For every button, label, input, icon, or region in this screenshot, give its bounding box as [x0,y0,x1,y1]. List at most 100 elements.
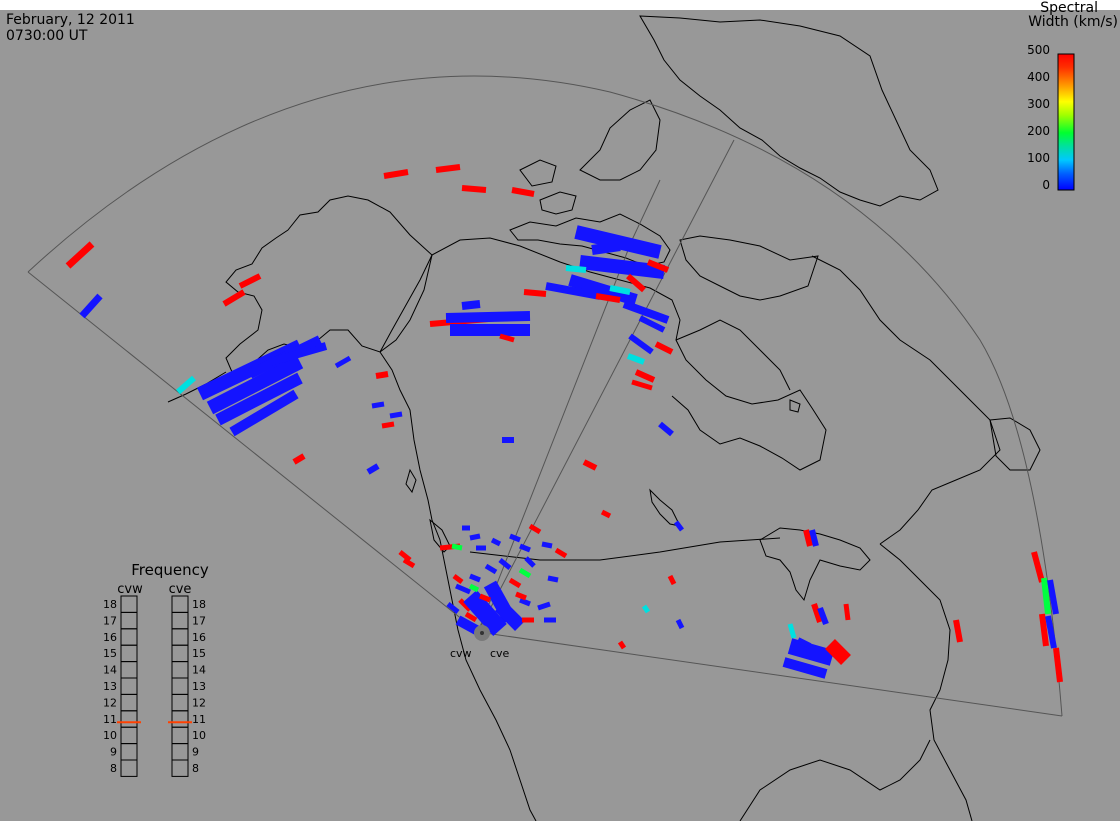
echo-cell [811,603,823,623]
echo-cell [519,543,531,553]
echo-cell [582,459,598,471]
echo-cell [519,597,531,607]
echo-cell [622,300,670,324]
colorbar-tick-200: 200 [1027,124,1050,138]
frequency-level-left: 18 [103,598,117,611]
echo-cell [1041,577,1051,615]
coastline-haida-gwaii [405,468,417,494]
echo-cell [568,274,638,306]
echo-cell [458,598,472,612]
radar-echoes [65,164,1063,683]
frequency-panel: Frequency cvw cve 18 18 17 17 16 16 15 15 14 14 13… [103,561,209,777]
echo-cell [509,533,521,543]
frequency-level-right: 14 [192,664,206,677]
echo-cell [528,523,542,535]
radar-label-east: cve [490,647,510,660]
frequency-level-left: 12 [103,696,117,709]
echo-cell [595,293,621,303]
coastline-arctic-islands [509,213,671,267]
frequency-level-right: 10 [192,729,206,742]
frequency-cell-cvw [120,759,138,777]
echo-cell [796,637,812,649]
map-background [0,10,1120,821]
echo-cell [843,603,851,621]
echo-cell [1045,615,1057,649]
echo-cell [626,273,646,293]
echo-cell [508,577,522,589]
echo-cell [452,574,464,584]
echo-cell [565,265,587,273]
echo-cell [547,575,559,583]
echo-cell [495,601,525,631]
frequency-cell-cve [171,759,189,777]
echo-cell [782,657,828,679]
echo-cell [451,543,463,551]
fov-outer-arc [27,75,1063,717]
echo-cell [809,529,819,547]
coastline-victoria-island [539,191,577,215]
frequency-level-left: 17 [103,614,117,627]
echo-cell [298,339,320,353]
echo-cell [641,604,651,614]
echo-cell [461,185,487,193]
echo-cell [268,342,328,366]
frequency-level-left: 15 [103,647,117,660]
echo-cell [383,169,409,179]
colorbar-gradient [1057,53,1075,191]
fov-left-edge [27,271,479,633]
colorbar-tick-100: 100 [1027,151,1050,165]
frequency-right-label: cve [169,582,192,597]
echo-cell [464,611,478,623]
coastline-us-east [879,543,973,822]
echo-cell [518,567,532,579]
echo-cell [484,563,498,575]
frequency-level-right: 16 [192,631,206,644]
colorbar-title-line1: Spectral [1040,0,1098,16]
border-alaska-canada [379,254,433,353]
colorbar: Spectral Width (km/s) 500 400 300 200 10… [1027,0,1118,192]
frequency-level-left: 9 [110,746,117,759]
echo-cell [953,619,963,643]
time-label: 0730:00 UT [6,28,88,44]
frequency-level-right: 9 [192,746,199,759]
colorbar-tick-500: 500 [1027,43,1050,57]
echo-cell [461,300,481,310]
frequency-level-left: 14 [103,664,117,677]
echo-cell [787,623,797,639]
echo-cell [638,315,666,333]
frequency-level-right: 11 [192,713,206,726]
echo-cell [222,289,246,307]
echo-cell [600,509,612,519]
echo-cell [654,341,674,355]
echo-cell [1047,579,1059,615]
echo-cell [65,241,95,269]
colorbar-tick-400: 400 [1027,70,1050,84]
echo-cell [215,372,303,426]
echo-cell [537,601,551,611]
echo-cell [626,353,646,365]
echo-cell [402,557,416,569]
coastline-gulf [739,739,931,822]
echo-cell [499,333,515,343]
echo-cell [79,293,103,319]
frequency-level-left: 13 [103,680,117,693]
echo-cell [511,187,535,197]
echo-cell [469,533,481,541]
echo-cell [628,333,654,355]
echo-cell [825,639,851,665]
coastline-newfoundland [989,417,1041,471]
echo-cell [498,558,512,570]
echo-cell [579,255,665,279]
fov-outlines [27,75,1063,717]
echo-cell [398,550,412,562]
echo-cell [381,421,395,429]
colorbar-title-line2: Width (km/s) [1028,14,1118,30]
echo-cell [674,520,684,532]
echo-cell [366,463,380,475]
echo-cell [617,640,627,650]
echo-cell [1053,647,1063,683]
echo-cell [1031,551,1045,583]
echo-cell [609,285,631,295]
top-strip [0,0,1120,10]
